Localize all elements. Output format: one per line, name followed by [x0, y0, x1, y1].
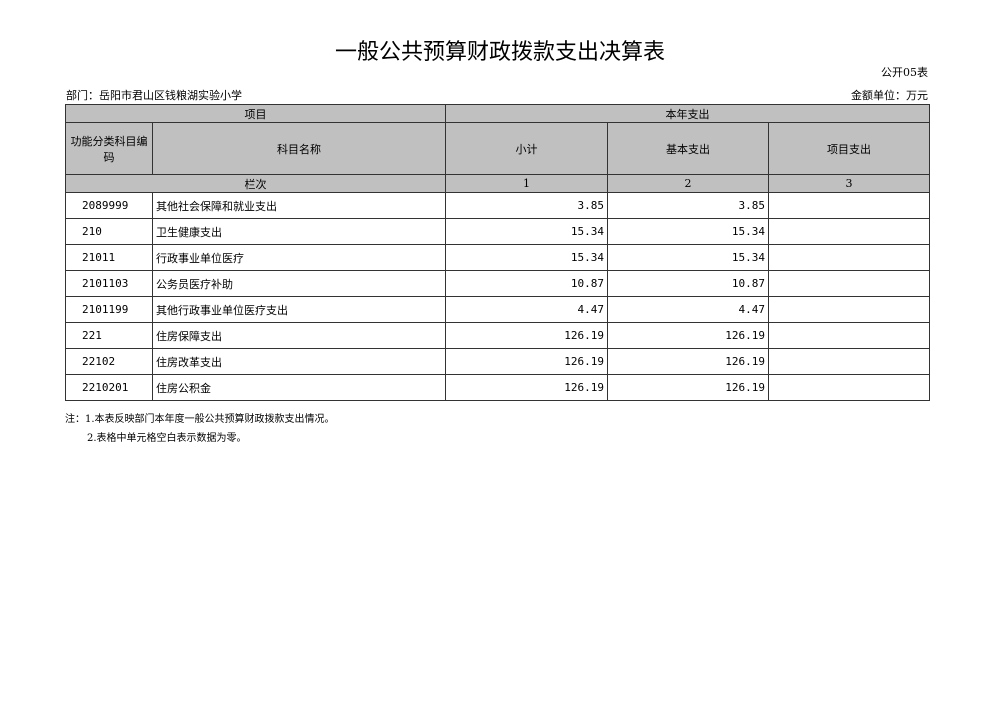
cell-name: 住房公积金: [152, 374, 446, 401]
table-row: 221 住房保障支出 126.19 126.19: [65, 322, 930, 349]
expenditure-table: 项目 本年支出 功能分类科目编码 科目名称 小计 基本支出 项目支出 栏次 1 …: [65, 104, 930, 401]
cell-project: [768, 192, 930, 219]
cell-basic: 126.19: [607, 374, 769, 401]
header-current-year: 本年支出: [445, 104, 930, 123]
cell-name: 公务员医疗补助: [152, 270, 446, 297]
cell-subtotal: 15.34: [445, 218, 608, 245]
header-item: 项目: [65, 104, 446, 123]
cell-name: 其他行政事业单位医疗支出: [152, 296, 446, 323]
cell-subtotal: 10.87: [445, 270, 608, 297]
cell-code: 210: [65, 218, 153, 245]
cell-basic: 15.34: [607, 218, 769, 245]
table-row: 2101103 公务员医疗补助 10.87 10.87: [65, 270, 930, 297]
table-row: 21011 行政事业单位医疗 15.34 15.34: [65, 244, 930, 271]
cell-name: 行政事业单位医疗: [152, 244, 446, 271]
cell-project: [768, 296, 930, 323]
cell-basic: 126.19: [607, 322, 769, 349]
cell-code: 21011: [65, 244, 153, 271]
notes: 注：1.本表反映部门本年度一般公共预算财政拨款支出情况。 2.表格中单元格空白表…: [65, 410, 335, 448]
header-project: 项目支出: [768, 122, 930, 175]
cell-project: [768, 244, 930, 271]
cell-subtotal: 126.19: [445, 322, 608, 349]
cell-project: [768, 322, 930, 349]
cell-subtotal: 126.19: [445, 374, 608, 401]
cell-project: [768, 218, 930, 245]
header-name: 科目名称: [152, 122, 446, 175]
table-row: 22102 住房改革支出 126.19 126.19: [65, 348, 930, 375]
cell-name: 住房改革支出: [152, 348, 446, 375]
cell-subtotal: 4.47: [445, 296, 608, 323]
cell-code: 2101103: [65, 270, 153, 297]
cell-subtotal: 126.19: [445, 348, 608, 375]
header-column-index: 栏次: [65, 174, 446, 193]
department-label: 部门：岳阳市君山区钱粮湖实验小学: [66, 89, 242, 102]
table-row: 2089999 其他社会保障和就业支出 3.85 3.85: [65, 192, 930, 219]
cell-name: 卫生健康支出: [152, 218, 446, 245]
cell-code: 221: [65, 322, 153, 349]
cell-basic: 15.34: [607, 244, 769, 271]
table-row: 2210201 住房公积金 126.19 126.19: [65, 374, 930, 401]
table-row: 2101199 其他行政事业单位医疗支出 4.47 4.47: [65, 296, 930, 323]
cell-project: [768, 374, 930, 401]
cell-code: 2210201: [65, 374, 153, 401]
header-code: 功能分类科目编码: [65, 122, 153, 175]
col-index-1: 1: [445, 174, 608, 193]
cell-project: [768, 348, 930, 375]
note-1: 注：1.本表反映部门本年度一般公共预算财政拨款支出情况。: [65, 414, 335, 425]
cell-name: 住房保障支出: [152, 322, 446, 349]
note-2: 2.表格中单元格空白表示数据为零。: [87, 433, 247, 444]
header-subtotal: 小计: [445, 122, 608, 175]
header-basic: 基本支出: [607, 122, 769, 175]
cell-subtotal: 15.34: [445, 244, 608, 271]
cell-project: [768, 270, 930, 297]
page-title: 一般公共预算财政拨款支出决算表: [334, 40, 665, 65]
cell-code: 22102: [65, 348, 153, 375]
cell-basic: 3.85: [607, 192, 769, 219]
col-index-2: 2: [607, 174, 769, 193]
table-row: 210 卫生健康支出 15.34 15.34: [65, 218, 930, 245]
cell-subtotal: 3.85: [445, 192, 608, 219]
cell-basic: 126.19: [607, 348, 769, 375]
table-number: 公开05表: [881, 66, 928, 79]
unit-label: 金额单位：万元: [851, 89, 928, 102]
cell-code: 2101199: [65, 296, 153, 323]
cell-code: 2089999: [65, 192, 153, 219]
cell-name: 其他社会保障和就业支出: [152, 192, 446, 219]
cell-basic: 4.47: [607, 296, 769, 323]
cell-basic: 10.87: [607, 270, 769, 297]
col-index-3: 3: [768, 174, 930, 193]
